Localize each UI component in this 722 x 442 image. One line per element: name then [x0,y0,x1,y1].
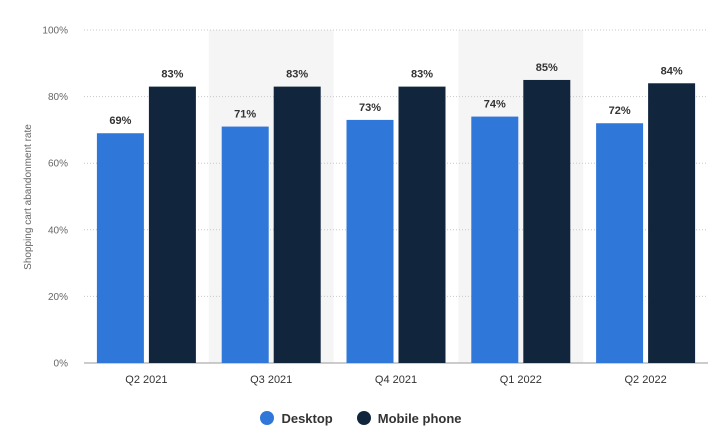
x-tick-label: Q2 2021 [125,374,167,386]
y-tick-label: 60% [48,159,68,170]
y-axis-ticks: 0% 20% 40% 60% 80% 100% [42,26,68,370]
bar-value-labels: 69% 83% 71% 83% 73% 83% 74% 85% 72% 84% [109,62,682,127]
bar-mobile-phone[interactable] [398,86,446,364]
mobile-phone-swatch-icon [356,411,371,425]
bar-mobile-phone[interactable] [148,86,196,364]
bar-value-label: 69% [109,115,131,127]
bar-mobile-phone[interactable] [523,79,571,363]
x-tick-label: Q2 2022 [624,374,666,386]
bar-value-label: 73% [359,102,381,114]
x-axis-ticks: Q2 2021 Q3 2021 Q4 2021 Q1 2022 Q2 2022 [125,374,666,386]
y-axis-label: Shopping cart abandonment rate [23,124,34,270]
bar-value-label: 84% [661,65,683,77]
y-tick-label: 100% [42,26,68,37]
bar-value-label: 83% [411,69,433,81]
bar-value-label: 71% [234,109,256,121]
bar-value-label: 72% [609,105,631,117]
bar-mobile-phone[interactable] [648,83,696,363]
bar-desktop[interactable] [221,126,269,363]
legend: Desktop Mobile phone [0,405,722,431]
y-tick-label: 0% [54,359,69,370]
legend-item-mobile-phone[interactable]: Mobile phone [356,410,462,426]
x-tick-label: Q4 2021 [375,374,417,386]
bar-value-label: 74% [484,99,506,111]
legend-label-mobile-phone: Mobile phone [377,410,462,426]
bars [96,79,696,364]
bar-value-label: 83% [286,69,308,81]
x-tick-label: Q3 2021 [250,374,292,386]
bar-desktop[interactable] [346,119,394,363]
y-tick-label: 80% [48,92,68,103]
bar-value-label: 83% [161,69,183,81]
bar-desktop[interactable] [471,116,519,363]
desktop-swatch-icon [260,411,275,425]
legend-label-desktop: Desktop [281,410,333,426]
y-tick-label: 40% [48,225,68,236]
bar-desktop[interactable] [596,123,644,364]
bar-mobile-phone[interactable] [273,86,321,364]
x-tick-label: Q1 2022 [500,374,542,386]
legend-item-desktop[interactable]: Desktop [260,410,333,426]
y-tick-label: 20% [48,292,68,303]
bar-value-label: 85% [536,62,558,74]
bar-desktop[interactable] [96,133,144,363]
